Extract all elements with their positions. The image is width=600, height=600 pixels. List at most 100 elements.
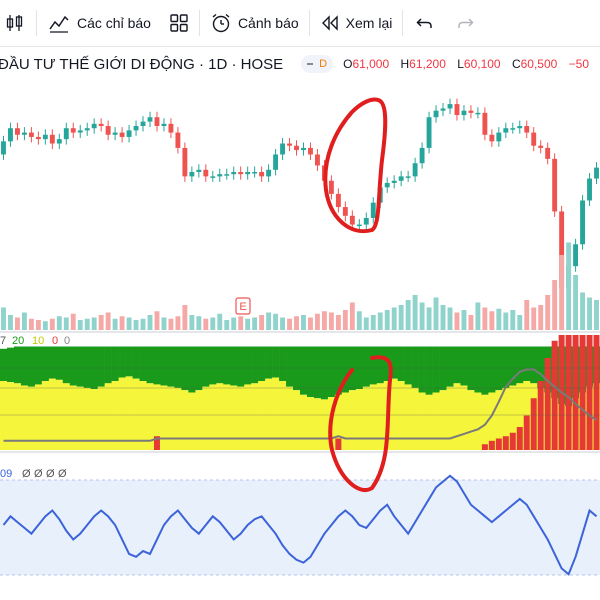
candle-body bbox=[189, 172, 195, 177]
candles-icon bbox=[6, 15, 23, 31]
candle-body bbox=[468, 110, 474, 113]
volume-bar bbox=[15, 317, 20, 330]
volume-bar bbox=[259, 315, 265, 330]
volume-bar bbox=[35, 320, 41, 330]
candle-body bbox=[447, 104, 453, 109]
volume-bar bbox=[468, 315, 474, 330]
candle-body bbox=[363, 218, 369, 225]
volume-bar bbox=[419, 302, 425, 330]
undo-button[interactable] bbox=[415, 0, 435, 46]
yellow-zone-bar bbox=[118, 377, 126, 450]
green-zone-bar bbox=[474, 346, 482, 393]
yellow-zone-bar bbox=[362, 386, 371, 450]
volume-bar bbox=[349, 302, 355, 330]
volume-bar bbox=[196, 316, 202, 330]
candle-body bbox=[559, 211, 565, 289]
green-zone-bar bbox=[76, 346, 85, 387]
candle-body bbox=[259, 172, 265, 177]
yellow-zone-bar bbox=[258, 381, 266, 450]
green-zone-bar bbox=[41, 346, 50, 381]
volume-bar bbox=[510, 310, 516, 330]
volume-bar bbox=[119, 316, 125, 330]
volume-bar bbox=[426, 307, 432, 330]
yellow-zone-bar bbox=[397, 381, 405, 450]
green-zone-bar bbox=[300, 346, 308, 395]
yellow-zone-bar bbox=[174, 387, 182, 450]
candle-body bbox=[545, 147, 551, 159]
candle-body bbox=[538, 145, 544, 148]
yellow-zone-bar bbox=[306, 397, 315, 450]
volume-bar bbox=[210, 317, 216, 330]
green-zone-bar bbox=[202, 346, 210, 387]
yellow-zone-bar bbox=[272, 377, 280, 450]
annotation-circle-indicator bbox=[328, 355, 393, 492]
green-zone-bar bbox=[209, 346, 217, 385]
replay-button[interactable]: Xem lại bbox=[320, 0, 392, 46]
green-zone-bar bbox=[369, 346, 378, 385]
red-signal-bar bbox=[544, 358, 551, 450]
candle-body bbox=[391, 180, 397, 183]
candle-body bbox=[594, 167, 599, 179]
volume-bar bbox=[391, 307, 397, 330]
volume-bar bbox=[140, 318, 146, 330]
green-zone-bar bbox=[104, 346, 112, 384]
green-zone-bar bbox=[132, 346, 140, 379]
toolbar-divider bbox=[308, 10, 310, 36]
volume-bar bbox=[42, 321, 48, 330]
close-key: C bbox=[511, 57, 521, 71]
red-signal-bar bbox=[481, 444, 488, 450]
market-status-badge: D bbox=[301, 55, 334, 73]
low-value: 60,100 bbox=[463, 57, 501, 71]
candle-body bbox=[301, 147, 306, 151]
ohlc-values: O61,000 H61,200 L60,100 C60,500 −50 bbox=[343, 57, 597, 71]
green-zone-bar bbox=[34, 346, 43, 385]
top-toolbar: Các chỉ báo Cảnh báo Xem lại bbox=[0, 0, 600, 47]
indicators-button[interactable]: Các chỉ báo bbox=[47, 0, 151, 46]
alert-button[interactable]: Cảnh báo bbox=[210, 0, 299, 46]
candles-layer bbox=[1, 98, 599, 294]
ind1-value-2: 10 bbox=[32, 335, 44, 347]
yellow-zone-bar bbox=[167, 386, 175, 450]
price-chart[interactable]: E 7 20 10 0 0 09 Ø Ø Ø Ø bbox=[0, 40, 600, 600]
volume-bar bbox=[594, 300, 599, 330]
candle-body bbox=[140, 121, 146, 126]
candle-body bbox=[182, 147, 188, 177]
green-zone-bar bbox=[188, 346, 196, 393]
volume-bar bbox=[587, 297, 592, 330]
yellow-zone-bar bbox=[69, 385, 78, 450]
symbol-title[interactable]: ĐẦU TƯ THẾ GIỚI DI ĐỘNG · 1D · HOSE bbox=[0, 55, 284, 73]
yellow-zone-bar bbox=[425, 394, 433, 450]
candle-body bbox=[147, 117, 153, 122]
candle-body bbox=[517, 126, 523, 129]
chart-type-button[interactable] bbox=[4, 0, 26, 46]
redo-button[interactable] bbox=[455, 0, 475, 46]
green-zone-bar bbox=[530, 346, 538, 384]
yellow-zone-bar bbox=[265, 378, 273, 450]
volume-bar bbox=[266, 312, 272, 330]
candle-body bbox=[273, 154, 279, 170]
green-zone-bar bbox=[83, 346, 91, 388]
green-zone-bar bbox=[446, 346, 454, 387]
indicator1-legend: 7 20 10 0 0 bbox=[0, 335, 70, 347]
candle-body bbox=[1, 141, 6, 155]
volume-bar bbox=[154, 311, 160, 330]
volume-bar bbox=[280, 317, 285, 330]
yellow-zone-bar bbox=[320, 399, 329, 450]
volume-bar bbox=[252, 317, 258, 330]
green-zone-bar bbox=[327, 346, 336, 398]
candle-body bbox=[63, 128, 69, 140]
layout-templates-button[interactable] bbox=[169, 0, 189, 46]
green-zone-bar bbox=[0, 348, 8, 381]
volume-bar bbox=[545, 295, 551, 330]
yellow-zone-bar bbox=[502, 387, 510, 450]
red-signal-bar bbox=[523, 415, 530, 450]
green-zone-bar bbox=[404, 346, 412, 385]
yellow-zone-bar bbox=[111, 381, 119, 450]
candle-body bbox=[8, 128, 13, 142]
candle-body bbox=[203, 169, 209, 177]
yellow-zone-bar bbox=[244, 384, 252, 450]
earnings-marker[interactable]: E bbox=[235, 297, 251, 315]
volume-bar bbox=[580, 292, 585, 330]
yellow-zone-bar bbox=[62, 383, 71, 450]
volume-bar bbox=[335, 315, 341, 330]
